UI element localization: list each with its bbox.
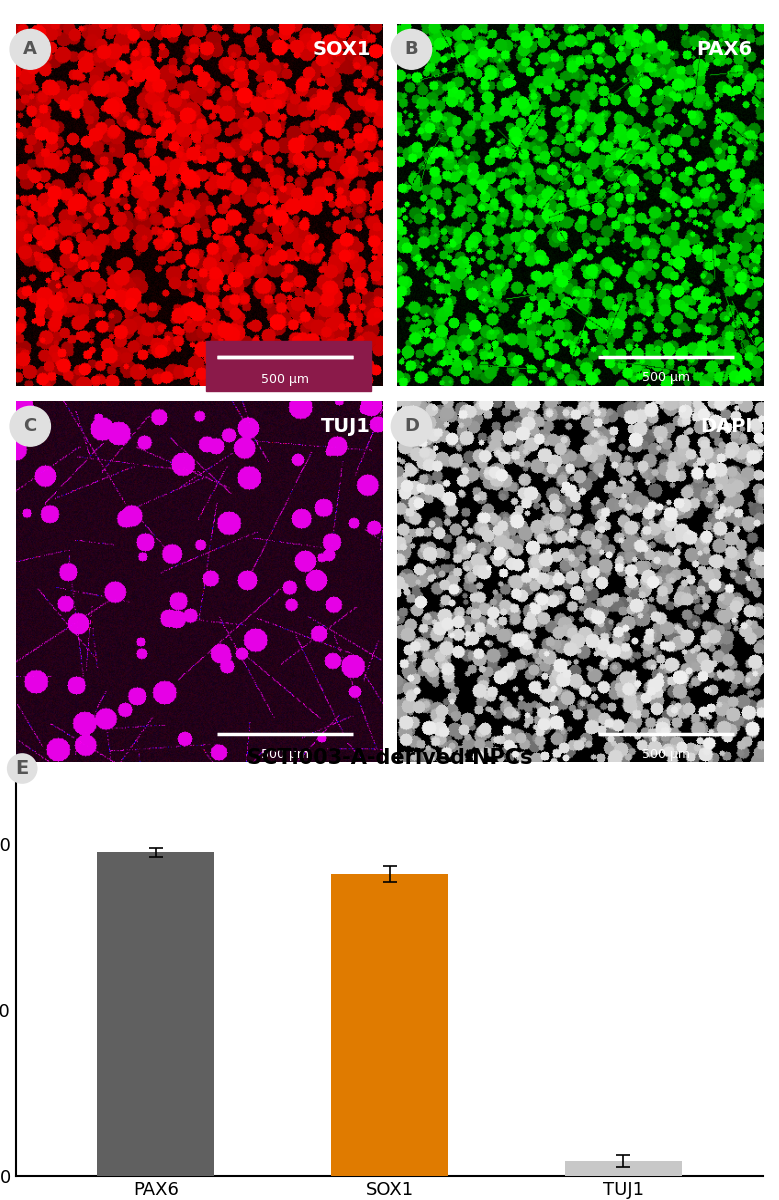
Title: SCTi003-A-derived NPCs: SCTi003-A-derived NPCs (247, 748, 532, 768)
Text: C: C (23, 418, 37, 436)
Circle shape (10, 407, 51, 446)
Text: 500 μm: 500 μm (642, 749, 690, 762)
Text: A: A (23, 41, 37, 59)
Bar (331, 874, 448, 1176)
Bar (97, 852, 214, 1176)
Circle shape (10, 30, 51, 70)
Text: B: B (404, 41, 418, 59)
Text: 500 μm: 500 μm (642, 372, 690, 384)
Text: 500 μm: 500 μm (261, 749, 309, 762)
Text: PAX6: PAX6 (696, 40, 753, 59)
Bar (206, 341, 371, 391)
Bar (565, 1162, 682, 1176)
Text: E: E (16, 758, 29, 778)
Text: D: D (404, 418, 419, 436)
Text: SOX1: SOX1 (312, 40, 371, 59)
Circle shape (391, 407, 432, 446)
Circle shape (391, 30, 432, 70)
Text: TUJ1: TUJ1 (321, 416, 371, 436)
Text: DAPI: DAPI (700, 416, 753, 436)
Text: 500 μm: 500 μm (261, 373, 309, 386)
